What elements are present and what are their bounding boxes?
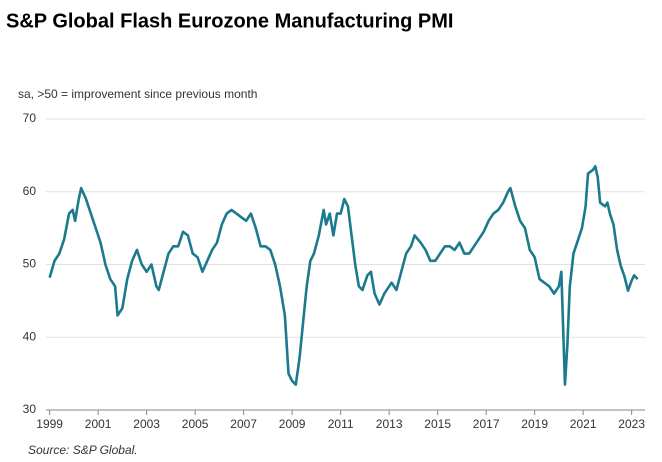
y-tick-label: 60: [23, 184, 37, 198]
x-tick-label: 2013: [376, 417, 403, 431]
x-tick-label: 2011: [328, 417, 354, 431]
x-tick-label: 2015: [424, 417, 451, 431]
x-tick-label: 2009: [279, 417, 306, 431]
x-tick-label: 2021: [570, 417, 597, 431]
y-tick-label: 50: [23, 257, 37, 271]
data-line: [48, 164, 639, 386]
x-tick-label: 2005: [182, 417, 209, 431]
x-tick-label: 2019: [521, 417, 548, 431]
x-tick-label: 1999: [36, 417, 63, 431]
x-tick-label: 2003: [133, 417, 160, 431]
x-tick-label: 2001: [85, 417, 112, 431]
y-tick-label: 30: [23, 402, 37, 416]
chart-subtitle: sa, >50 = improvement since previous mon…: [18, 87, 257, 101]
source-note: Source: S&P Global.: [28, 443, 138, 457]
y-tick-label: 40: [23, 329, 37, 343]
y-tick-label: 70: [23, 111, 37, 125]
chart-title: S&P Global Flash Eurozone Manufacturing …: [6, 10, 453, 32]
x-tick-label: 2007: [230, 417, 257, 431]
x-tick-label: 2017: [473, 417, 500, 431]
x-tick-label: 2023: [618, 417, 645, 431]
